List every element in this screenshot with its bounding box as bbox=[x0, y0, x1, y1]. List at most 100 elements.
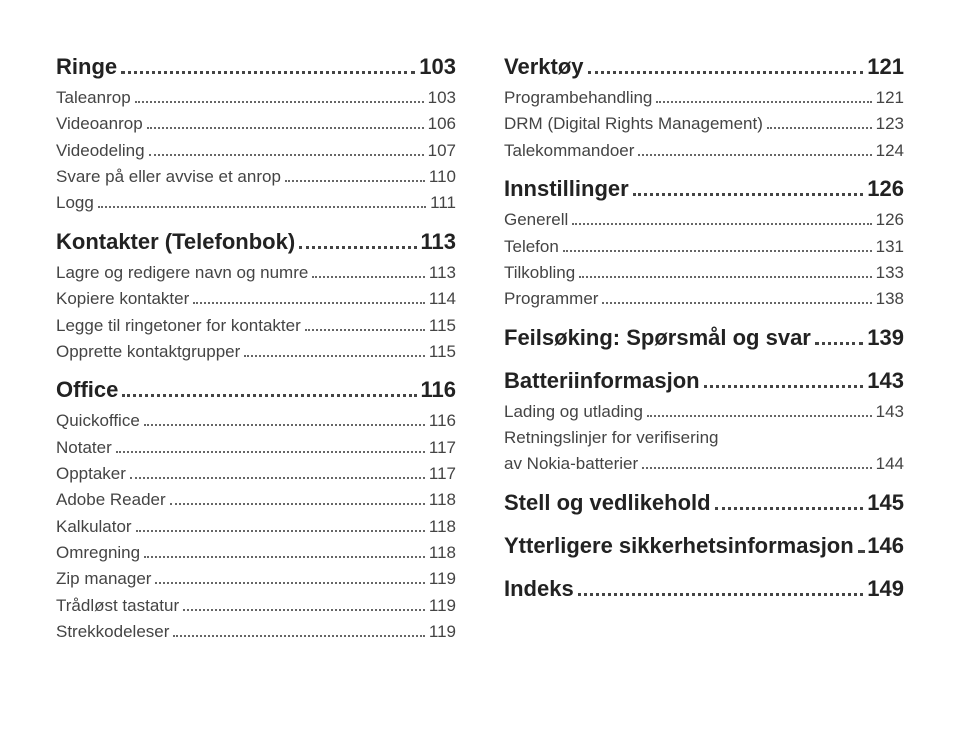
toc-page-number: 113 bbox=[421, 225, 457, 259]
toc-section: Indeks 149 bbox=[504, 572, 904, 606]
toc-leader-dots bbox=[135, 94, 424, 104]
toc-entry: Talekommandoer124 bbox=[504, 138, 904, 164]
toc-page-number: 111 bbox=[430, 190, 456, 216]
toc-label: Notater bbox=[56, 435, 112, 461]
toc-page-number: 126 bbox=[876, 207, 904, 233]
toc-page-number: 114 bbox=[429, 286, 456, 312]
toc-entry: Notater 117 bbox=[56, 435, 456, 461]
toc-entry: Kopiere kontakter114 bbox=[56, 286, 456, 312]
toc-leader-dots bbox=[715, 500, 864, 510]
toc-label: Batteriinformasjon bbox=[504, 364, 700, 398]
toc-section: Stell og vedlikehold 145 bbox=[504, 486, 904, 520]
toc-leader-dots bbox=[642, 460, 871, 470]
toc-page-number: 149 bbox=[867, 572, 904, 606]
toc-label: av Nokia-batterier bbox=[504, 451, 638, 477]
toc-leader-dots bbox=[312, 268, 425, 278]
toc-leader-dots bbox=[144, 417, 425, 427]
toc-page-number: 116 bbox=[421, 373, 457, 407]
toc-entry: Programmer 138 bbox=[504, 286, 904, 312]
toc-entry: Kalkulator118 bbox=[56, 514, 456, 540]
toc-label: Kontakter (Telefonbok) bbox=[56, 225, 295, 259]
toc-page-number: 131 bbox=[876, 234, 904, 260]
toc-entry: Videoanrop 106 bbox=[56, 111, 456, 137]
toc-page-number: 124 bbox=[876, 138, 904, 164]
toc-label: Telefon bbox=[504, 234, 559, 260]
toc-leader-dots bbox=[147, 120, 424, 130]
toc-page-number: 113 bbox=[429, 260, 456, 286]
toc-label: Taleanrop bbox=[56, 85, 131, 111]
toc-leader-dots bbox=[602, 295, 871, 305]
toc-label: Stell og vedlikehold bbox=[504, 486, 711, 520]
toc-page-number: 123 bbox=[876, 111, 904, 137]
toc-section: Verktøy121 bbox=[504, 50, 904, 84]
toc-leader-dots bbox=[572, 216, 871, 226]
toc-page-number: 118 bbox=[429, 540, 456, 566]
toc-label: Ytterligere sikkerhetsinformasjon bbox=[504, 529, 854, 563]
toc-label: Legge til ringetoner for kontakter bbox=[56, 313, 301, 339]
toc-label: Zip manager bbox=[56, 566, 151, 592]
toc-leader-dots bbox=[588, 64, 864, 74]
toc-entry: Svare på eller avvise et anrop110 bbox=[56, 164, 456, 190]
toc-label: Programbehandling bbox=[504, 85, 652, 111]
toc-section: Ytterligere sikkerhetsinformasjon 146 bbox=[504, 529, 904, 563]
toc-leader-dots bbox=[122, 388, 416, 398]
toc-leader-dots bbox=[299, 239, 416, 249]
toc-page-number: 107 bbox=[428, 138, 456, 164]
toc-label: Omregning bbox=[56, 540, 140, 566]
toc-entry: Lading og utlading143 bbox=[504, 399, 904, 425]
toc-label: Lagre og redigere navn og numre bbox=[56, 260, 308, 286]
toc-label: Tilkobling bbox=[504, 260, 575, 286]
toc-section: Office 116 bbox=[56, 373, 456, 407]
toc-page-number: 146 bbox=[867, 529, 904, 563]
toc-leader-dots bbox=[579, 268, 871, 278]
toc-page-number: 103 bbox=[428, 85, 456, 111]
toc-entry: Opprette kontaktgrupper115 bbox=[56, 339, 456, 365]
toc-entry: Strekkodeleser119 bbox=[56, 619, 456, 645]
toc-right-column: Verktøy121Programbehandling121DRM (Digit… bbox=[504, 48, 904, 704]
toc-leader-dots bbox=[183, 601, 425, 611]
toc-leader-dots bbox=[193, 295, 425, 305]
toc-leader-dots bbox=[116, 443, 425, 453]
toc-entry: Tilkobling 133 bbox=[504, 260, 904, 286]
toc-entry: Quickoffice116 bbox=[56, 408, 456, 434]
toc-page-number: 138 bbox=[876, 286, 904, 312]
toc-leader-dots bbox=[136, 522, 425, 532]
toc-leader-dots bbox=[858, 543, 864, 553]
toc-label: Innstillinger bbox=[504, 172, 629, 206]
toc-entry: Taleanrop 103 bbox=[56, 85, 456, 111]
toc-page-number: 121 bbox=[867, 50, 904, 84]
toc-entry: Logg111 bbox=[56, 190, 456, 216]
toc-leader-dots bbox=[633, 187, 864, 197]
toc-page-number: 116 bbox=[429, 408, 456, 434]
toc-leader-dots bbox=[704, 378, 864, 388]
toc-page-number: 115 bbox=[429, 339, 456, 365]
toc-section: Innstillinger 126 bbox=[504, 172, 904, 206]
toc-leader-dots bbox=[244, 347, 425, 357]
toc-label: Svare på eller avvise et anrop bbox=[56, 164, 281, 190]
toc-entry: Zip manager119 bbox=[56, 566, 456, 592]
toc-label: Videoanrop bbox=[56, 111, 143, 137]
toc-label: Programmer bbox=[504, 286, 598, 312]
toc-leader-dots bbox=[170, 496, 425, 506]
toc-entry: Opptaker117 bbox=[56, 461, 456, 487]
toc-page-number: 117 bbox=[429, 435, 456, 461]
toc-leader-dots bbox=[647, 407, 872, 417]
toc-page-number: 145 bbox=[867, 486, 904, 520]
toc-leader-dots bbox=[767, 120, 872, 130]
toc-entry: Trådløst tastatur119 bbox=[56, 593, 456, 619]
toc-label: Indeks bbox=[504, 572, 574, 606]
toc-label: Opptaker bbox=[56, 461, 126, 487]
toc-entry: Telefon 131 bbox=[504, 234, 904, 260]
toc-page-number: 144 bbox=[876, 451, 904, 477]
toc-page-number: 133 bbox=[876, 260, 904, 286]
toc-label: Adobe Reader bbox=[56, 487, 166, 513]
toc-page-number: 119 bbox=[429, 593, 456, 619]
toc-entry: Legge til ringetoner for kontakter115 bbox=[56, 313, 456, 339]
toc-label: Office bbox=[56, 373, 118, 407]
toc-page-number: 118 bbox=[429, 514, 456, 540]
toc-page-number: 126 bbox=[867, 172, 904, 206]
toc-page-number: 143 bbox=[876, 399, 904, 425]
toc-label: Videodeling bbox=[56, 138, 145, 164]
toc-leader-dots bbox=[173, 628, 425, 638]
toc-page-number: 106 bbox=[428, 111, 456, 137]
